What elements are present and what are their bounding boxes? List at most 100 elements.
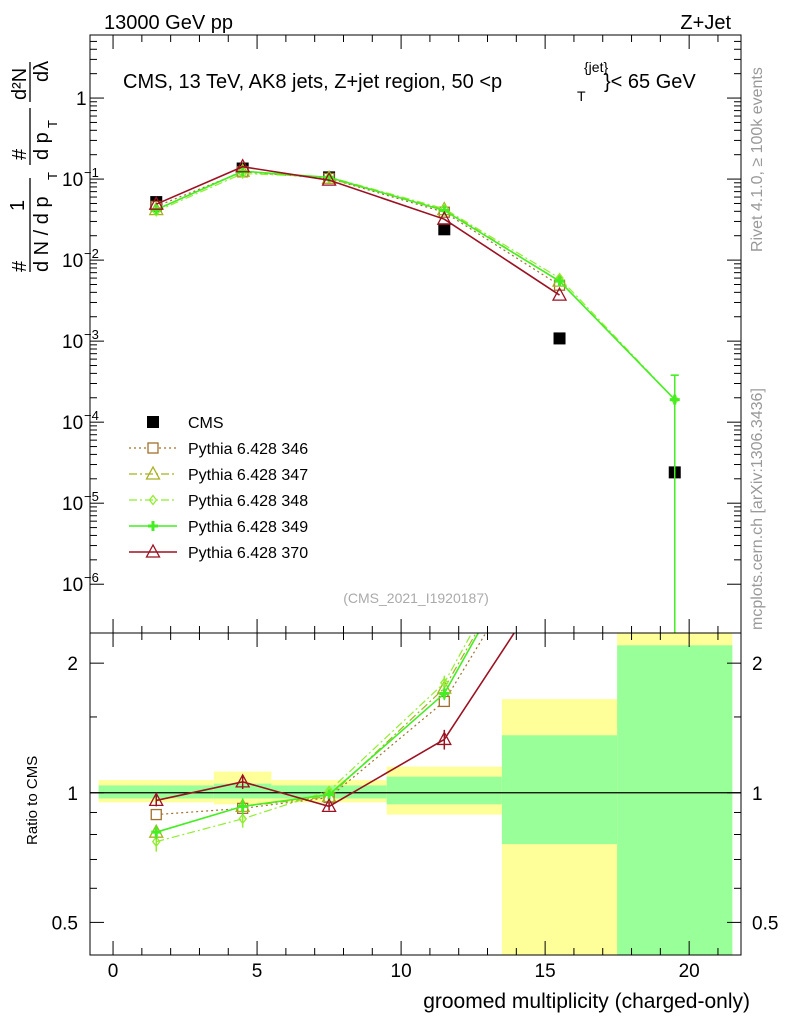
main-ytick-label: 1 <box>76 89 87 110</box>
ratio-ytick-label: 1 <box>67 784 78 805</box>
ratio-ytick-label-right: 2 <box>752 654 763 675</box>
main-ytick-exponent: −5 <box>84 489 99 504</box>
ratio-point-pythia-6-428-346 <box>150 808 162 821</box>
x-axis-label: groomed multiplicity (charged-only) <box>423 990 750 1013</box>
main-point-pythia-6-428-349 <box>439 205 450 216</box>
main-point-pythia-6-428-349 <box>669 394 680 405</box>
header-left: 13000 GeV pp <box>104 12 233 34</box>
ratio-xtick-label: 20 <box>679 961 700 982</box>
ylabel-hash2: # <box>9 148 31 160</box>
ylabel-t2: T <box>45 120 60 128</box>
main-ytick-exponent: −6 <box>84 570 99 585</box>
ratio-xtick-label: 10 <box>391 961 412 982</box>
main-ytick-label: 10 <box>62 413 83 434</box>
ylabel-d2n: d²N <box>9 68 31 100</box>
legend-marker-pythia-6-428-348 <box>148 494 158 506</box>
title-text-end: }< 65 GeV <box>604 71 696 93</box>
main-ytick-exponent: −4 <box>84 408 99 423</box>
ratio-point-pythia-6-428-349 <box>439 688 450 699</box>
ratio-point-pythia-6-428-370 <box>436 731 452 746</box>
main-ytick-exponent: −1 <box>84 165 99 180</box>
ratio-frame <box>89 632 742 956</box>
ratio-point-pythia-6-428-348 <box>238 813 247 825</box>
main-ytick-exponent: −2 <box>84 246 99 261</box>
ratio-point-pythia-6-428-347 <box>553 481 566 493</box>
ratio-ytick-label: 0.5 <box>52 913 78 934</box>
main-point-pythia-6-428-349 <box>554 276 565 287</box>
main-point-pythia-6-428-370 <box>235 158 251 173</box>
ratio-point-pythia-6-428-348 <box>556 469 563 478</box>
legend-marker-pythia-6-428-349 <box>148 521 158 531</box>
band-green <box>617 645 733 955</box>
ratio-point-pythia-6-428-349 <box>555 483 565 493</box>
main-ytick-label: 10 <box>62 575 83 596</box>
ylabel-dndpt: d N / d p <box>31 196 53 272</box>
analysis-watermark: (CMS_2021_I1920187) <box>343 590 489 606</box>
main-ytick-exponent: −3 <box>84 327 99 342</box>
main-ytick-label: 10 <box>62 494 83 515</box>
main-point-cms <box>438 223 451 236</box>
main-ylabel: # 1 d N / d p T # d p T d²N dλ <box>7 61 60 272</box>
ratio-panel: 0 5 10 15 20 0.5 0.5 1 1 2 2 Ratio to CMS groomed … <box>24 469 778 1013</box>
legend-label-cms: CMS <box>188 415 224 432</box>
main-line-pythia-6-428-349 <box>155 170 676 401</box>
band-green <box>501 735 618 845</box>
main-point-pythia-6-428-370 <box>551 286 568 301</box>
main-line-pythia-6-428-348 <box>156 172 676 400</box>
ratio-xtick-label: 15 <box>535 961 556 982</box>
band-green <box>213 783 272 799</box>
main-point-pythia-6-428-370 <box>321 171 337 186</box>
ylabel-dpt: d p <box>31 132 53 160</box>
ratio-point-pythia-6-428-346 <box>555 507 565 517</box>
band-green <box>98 785 214 799</box>
ratio-point-pythia-6-428-370 <box>553 557 566 569</box>
mcplots-label: mcplots.cern.ch [arXiv:1306.3436] <box>749 388 766 630</box>
title-subscript: T <box>577 88 586 104</box>
ylabel-one: 1 <box>7 200 29 211</box>
title-superscript: {jet} <box>584 59 608 75</box>
main-panel: 110−110−210−310−410−510−6 CMS, 13 TeV, A… <box>7 34 742 634</box>
title-text: CMS, 13 TeV, AK8 jets, Z+jet region, 50 … <box>123 71 502 93</box>
legend-marker-pythia-6-428-347 <box>145 465 161 480</box>
ratio-point-pythia-6-428-370 <box>148 792 164 807</box>
ratio-point-pythia-6-428-349 <box>237 801 248 812</box>
main-point-cms <box>553 332 566 345</box>
legend-label-pythia-6-428-347: Pythia 6.428 347 <box>188 467 308 484</box>
main-line-pythia-6-428-346 <box>156 171 560 286</box>
main-line-pythia-6-428-347 <box>156 170 560 282</box>
legend-marker-pythia-6-428-370 <box>145 543 161 558</box>
ratio-point-pythia-6-428-370 <box>235 773 251 788</box>
rivet-label: Rivet 4.1.0, ≥ 100k events <box>749 67 766 252</box>
uncertainty-bands <box>98 633 733 955</box>
band-green <box>386 776 502 805</box>
ylabel-hash1: # <box>9 260 31 272</box>
main-ytick-label: 10 <box>62 170 83 191</box>
legend-marker-cms <box>147 416 159 428</box>
main-frame <box>89 34 742 634</box>
legend: CMS Pythia 6.428 346 Pythia 6.428 347 Pythi… <box>129 415 308 562</box>
main-point-pythia-6-428-370 <box>148 195 164 210</box>
ratio-point-pythia-6-428-349 <box>151 827 162 838</box>
ratio-point-pythia-6-428-370 <box>321 797 337 812</box>
ratio-ytick-label: 2 <box>67 654 78 675</box>
main-ytick-label: 10 <box>62 332 83 353</box>
ratio-ylabel: Ratio to CMS <box>24 756 41 845</box>
ratio-ytick-label-right: 1 <box>752 784 763 805</box>
legend-label-pythia-6-428-346: Pythia 6.428 346 <box>188 441 308 458</box>
ylabel-dlambda: dλ <box>31 61 53 82</box>
legend-label-pythia-6-428-370: Pythia 6.428 370 <box>188 545 308 562</box>
ylabel-t1: T <box>45 172 60 180</box>
main-point-pythia-6-428-370 <box>436 210 452 225</box>
main-ytick-label: 10 <box>62 251 83 272</box>
legend-label-pythia-6-428-348: Pythia 6.428 348 <box>188 493 308 510</box>
header-right: Z+Jet <box>680 12 731 34</box>
ratio-xtick-label: 5 <box>252 961 263 982</box>
main-line-pythia-6-428-370 <box>155 165 560 296</box>
ratio-point-pythia-6-428-348 <box>151 836 161 848</box>
main-title: CMS, 13 TeV, AK8 jets, Z+jet region, 50 … <box>123 59 696 104</box>
ratio-xtick-label: 0 <box>108 961 119 982</box>
legend-marker-pythia-6-428-346 <box>147 442 159 454</box>
ratio-ytick-label-right: 0.5 <box>752 913 778 934</box>
legend-label-pythia-6-428-349: Pythia 6.428 349 <box>188 519 308 536</box>
